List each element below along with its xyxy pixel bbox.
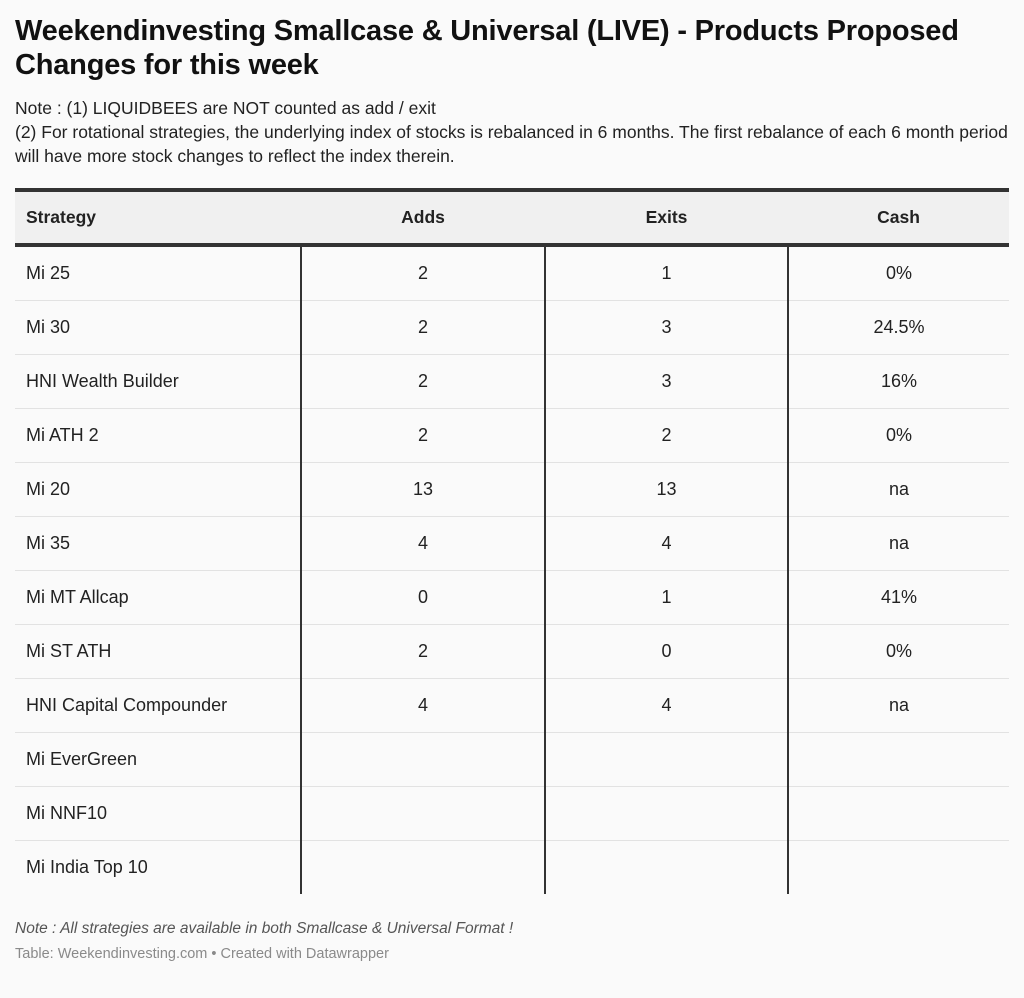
cell-cash: na [788,516,1009,571]
column-header-strategy[interactable]: Strategy [15,188,301,247]
cell-strategy: HNI Wealth Builder [15,354,302,409]
cell-strategy: Mi 20 [15,462,302,517]
note-1: Note : (1) LIQUIDBEES are NOT counted as… [15,98,436,118]
table-header-row: Strategy Adds Exits Cash [15,188,1009,247]
source-credit: Table: Weekendinvesting.com • Created wi… [15,946,389,962]
table-row: Mi NNF10 [15,786,1009,841]
note-2: (2) For rotational strategies, the under… [15,122,1008,166]
cell-exits: 3 [545,300,789,355]
cell-adds: 2 [301,245,546,301]
cell-exits: 1 [545,570,789,625]
cell-strategy: Mi ATH 2 [15,408,302,463]
cell-adds [301,840,546,894]
cell-strategy: Mi NNF10 [15,786,302,841]
table-row: Mi EverGreen [15,732,1009,787]
cell-cash: 0% [788,624,1009,679]
cell-strategy: Mi 35 [15,516,302,571]
table-row: Mi 30 2 3 24.5% [15,300,1009,355]
cell-strategy: Mi 25 [15,245,302,301]
table-row: Mi 20 13 13 na [15,462,1009,517]
footnote: Note : All strategies are available in b… [15,920,514,937]
cell-cash: 0% [788,245,1009,301]
cell-adds: 2 [301,624,546,679]
cell-exits: 3 [545,354,789,409]
notes: Note : (1) LIQUIDBEES are NOT counted as… [15,96,1009,168]
cell-strategy: Mi MT Allcap [15,570,302,625]
table-row: Mi ST ATH 2 0 0% [15,624,1009,679]
column-header-cash[interactable]: Cash [788,188,1009,247]
cell-strategy: Mi 30 [15,300,302,355]
cell-adds: 4 [301,678,546,733]
cell-adds: 2 [301,354,546,409]
cell-cash: na [788,462,1009,517]
table-row: Mi 25 2 1 0% [15,245,1009,301]
column-header-exits[interactable]: Exits [545,188,788,247]
column-header-adds[interactable]: Adds [301,188,545,247]
cell-cash [788,732,1009,787]
cell-exits [545,840,789,894]
cell-strategy: Mi EverGreen [15,732,302,787]
cell-exits: 4 [545,516,789,571]
cell-adds: 13 [301,462,546,517]
cell-cash [788,786,1009,841]
cell-cash [788,841,1009,895]
table-row: Mi 35 4 4 na [15,516,1009,571]
chart-container: Weekendinvesting Smallcase & Universal (… [15,14,1009,962]
cell-exits: 4 [545,678,789,733]
cell-exits: 2 [545,408,789,463]
table-row: HNI Wealth Builder 2 3 16% [15,354,1009,409]
table-row: HNI Capital Compounder 4 4 na [15,678,1009,733]
cell-strategy: Mi ST ATH [15,624,302,679]
cell-strategy: HNI Capital Compounder [15,678,302,733]
cell-cash: 0% [788,408,1009,463]
cell-adds: 0 [301,570,546,625]
cell-cash: 16% [788,354,1009,409]
table-row: Mi India Top 10 [15,840,1009,895]
strategy-table: Strategy Adds Exits Cash Mi 25 2 1 0% Mi 30 2… [15,188,1009,894]
cell-exits: 13 [545,462,789,517]
cell-cash: 24.5% [788,300,1009,355]
cell-cash: 41% [788,570,1009,625]
table-row: Mi MT Allcap 0 1 41% [15,570,1009,625]
table-row: Mi ATH 2 2 2 0% [15,408,1009,463]
cell-adds: 4 [301,516,546,571]
cell-exits: 1 [545,245,789,301]
cell-exits: 0 [545,624,789,679]
cell-exits [545,732,789,787]
cell-adds [301,732,546,787]
cell-adds: 2 [301,408,546,463]
cell-adds: 2 [301,300,546,355]
cell-cash: na [788,678,1009,733]
cell-exits [545,786,789,841]
page-title: Weekendinvesting Smallcase & Universal (… [15,15,959,81]
cell-strategy: Mi India Top 10 [15,840,302,894]
cell-adds [301,786,546,841]
